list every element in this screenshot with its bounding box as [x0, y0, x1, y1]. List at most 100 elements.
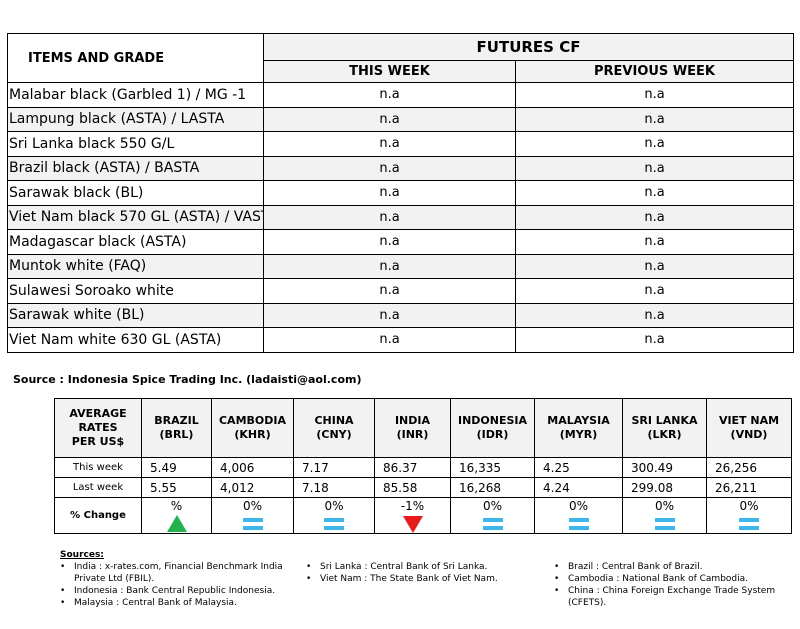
percent-change-value: %	[170, 499, 183, 513]
previous-week-header: PREVIOUS WEEK	[514, 60, 795, 83]
item-grade-cell: Sri Lanka black 550 G/L	[7, 131, 264, 157]
up-triangle-icon	[166, 515, 187, 532]
source-item: China : China Foreign Exchange Trade Sys…	[554, 585, 800, 609]
last-week-rate: 16,268	[450, 477, 535, 498]
sources-column-1: India : x-rates.com, Financial Benchmark…	[60, 561, 298, 609]
percent-change-cell: 0%	[450, 497, 535, 534]
percent-change-value: 0%	[739, 499, 759, 513]
country-name: CHINA	[314, 414, 354, 427]
this-week-cell: n.a	[263, 82, 516, 108]
currency-header: VIET NAM (VND)	[706, 398, 792, 458]
country-name: INDIA	[394, 414, 431, 427]
item-grade-cell: Viet Nam white 630 GL (ASTA)	[7, 327, 264, 353]
last-week-row-label: Last week	[54, 477, 142, 498]
previous-week-cell: n.a	[514, 229, 795, 255]
item-grade-cell: Sulawesi Soroako white	[7, 278, 264, 304]
previous-week-cell: n.a	[514, 82, 795, 108]
futures-row: Viet Nam black 570 GL (ASTA) / VASTA n.a n…	[7, 204, 795, 230]
percent-change-value: 0%	[482, 499, 503, 513]
futures-row: Sarawak black (BL) n.a n.a	[7, 180, 795, 206]
this-week-rate: 5.49	[141, 457, 212, 478]
percent-change-cell: -1%	[374, 497, 451, 534]
this-week-rate: 300.49	[622, 457, 707, 478]
item-grade-cell: Malabar black (Garbled 1) / MG -1	[7, 82, 264, 108]
percent-change-value: 0%	[654, 499, 675, 513]
last-week-rate: 4,012	[211, 477, 294, 498]
previous-week-cell: n.a	[514, 327, 795, 353]
this-week-cell: n.a	[263, 106, 516, 132]
futures-row: Sulawesi Soroako white n.a n.a	[7, 278, 795, 304]
equal-icon	[739, 518, 759, 530]
last-week-rate: 299.08	[622, 477, 707, 498]
this-week-rate: 4,006	[211, 457, 294, 478]
source-item: Malaysia : Central Bank of Malaysia.	[60, 597, 298, 609]
this-week-rate: 7.17	[293, 457, 375, 478]
country-name: INDONESIA	[457, 414, 528, 427]
item-grade-cell: Lampung black (ASTA) / LASTA	[7, 106, 264, 132]
this-week-rate: 26,256	[706, 457, 792, 478]
item-grade-cell: Muntok white (FAQ)	[7, 253, 264, 279]
previous-week-cell: n.a	[514, 131, 795, 157]
source-note: Source : Indonesia Spice Trading Inc. (l…	[13, 373, 362, 386]
percent-change-cell: %	[141, 497, 212, 534]
source-item: Viet Nam : The State Bank of Viet Nam.	[306, 573, 536, 585]
last-week-rate: 5.55	[141, 477, 212, 498]
futures-row: Sri Lanka black 550 G/L n.a n.a	[7, 131, 795, 157]
this-week-cell: n.a	[263, 131, 516, 157]
futures-row: Sarawak white (BL) n.a n.a	[7, 302, 795, 328]
equal-icon	[654, 518, 675, 530]
this-week-rate: 86.37	[374, 457, 451, 478]
sources-column-3: Brazil : Central Bank of Brazil.Cambodia…	[554, 561, 800, 609]
this-week-cell: n.a	[263, 302, 516, 328]
previous-week-cell: n.a	[514, 278, 795, 304]
last-week-rate: 85.58	[374, 477, 451, 498]
last-week-rate: 26,211	[706, 477, 792, 498]
percent-change-row-label: % Change	[54, 497, 142, 534]
previous-week-cell: n.a	[514, 106, 795, 132]
this-week-cell: n.a	[263, 204, 516, 230]
sources-title: Sources:	[60, 550, 104, 560]
percent-change-cell: 0%	[622, 497, 707, 534]
this-week-rate: 16,335	[450, 457, 535, 478]
items-and-grade-header: ITEMS AND GRADE	[7, 33, 264, 83]
equal-icon	[568, 518, 589, 530]
this-week-cell: n.a	[263, 229, 516, 255]
previous-week-cell: n.a	[514, 180, 795, 206]
last-week-rate: 7.18	[293, 477, 375, 498]
previous-week-cell: n.a	[514, 253, 795, 279]
source-item: India : x-rates.com, Financial Benchmark…	[60, 561, 298, 585]
source-item: Indonesia : Bank Central Republic Indone…	[60, 585, 298, 597]
this-week-header: THIS WEEK	[263, 60, 516, 83]
this-week-rate: 4.25	[534, 457, 623, 478]
source-item: Cambodia : National Bank of Cambodia.	[554, 573, 800, 585]
percent-change-cell: 0%	[534, 497, 623, 534]
currency-code: (INR)	[396, 428, 429, 441]
item-grade-cell: Sarawak white (BL)	[7, 302, 264, 328]
currency-code: (VND)	[730, 428, 768, 441]
exchange-rates-table: AVERAGE RATES PER US$ BRAZIL (BRL) CAMBODI…	[54, 398, 792, 534]
currency-code: (CNY)	[316, 428, 352, 441]
header-line: AVERAGE	[69, 407, 127, 420]
currency-code: (BRL)	[159, 428, 194, 441]
this-week-cell: n.a	[263, 180, 516, 206]
percent-change-value: 0%	[242, 499, 263, 513]
percent-change-value: -1%	[400, 499, 425, 513]
previous-week-cell: n.a	[514, 204, 795, 230]
previous-week-cell: n.a	[514, 302, 795, 328]
currency-header: INDONESIA (IDR)	[450, 398, 535, 458]
header-line: RATES	[78, 421, 118, 434]
currency-header: CAMBODIA (KHR)	[211, 398, 294, 458]
country-name: MALAYSIA	[547, 414, 610, 427]
currency-header: MALAYSIA (MYR)	[534, 398, 623, 458]
futures-table: ITEMS AND GRADE FUTURES CF THIS WEEK PRE…	[7, 33, 795, 353]
this-week-row-label: This week	[54, 457, 142, 478]
currency-code: (IDR)	[476, 428, 509, 441]
item-grade-cell: Sarawak black (BL)	[7, 180, 264, 206]
sources-footer: Sources: India : x-rates.com, Financial …	[60, 549, 800, 609]
futures-row: Madagascar black (ASTA) n.a n.a	[7, 229, 795, 255]
this-week-cell: n.a	[263, 327, 516, 353]
sources-column-2: Sri Lanka : Central Bank of Sri Lanka.Vi…	[306, 561, 536, 585]
percent-change-cell: 0%	[211, 497, 294, 534]
futures-row: Muntok white (FAQ) n.a n.a	[7, 253, 795, 279]
equal-icon	[324, 518, 344, 530]
